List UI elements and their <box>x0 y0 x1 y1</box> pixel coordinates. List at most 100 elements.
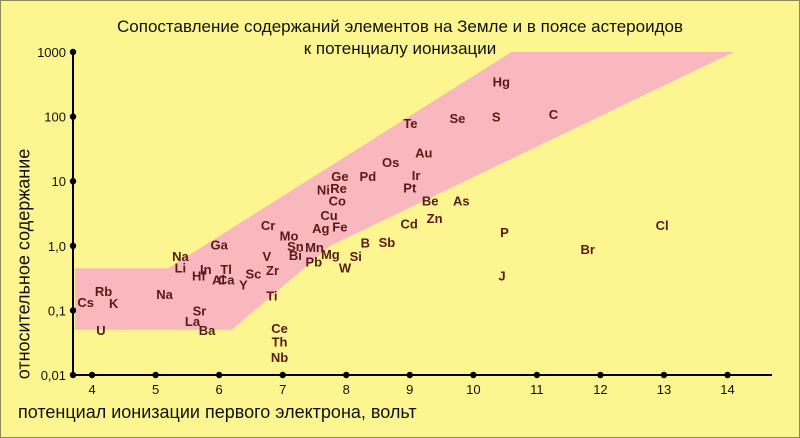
element-sr-label: Sr <box>193 303 207 318</box>
element-ca-label: Ca <box>218 273 235 288</box>
x-tick-label: 14 <box>720 382 734 397</box>
x-ticks: 4 5 6 7 8 9 10 11 12 13 14 <box>88 371 735 397</box>
x-tick-label: 5 <box>152 382 159 397</box>
y-tick-label: 0,01 <box>41 368 66 383</box>
element-sb-label: Sb <box>379 235 396 250</box>
element-na-label: Na <box>172 249 189 264</box>
element-ce-label: Ce <box>271 321 288 336</box>
element-bi-label: Bi <box>289 248 302 263</box>
element-pb-label: Pb <box>306 255 323 270</box>
x-tick-dot <box>152 371 159 379</box>
element-th-label: Th <box>272 335 288 350</box>
element-ag-label: Ag <box>312 221 329 236</box>
element-mn-label: Mn <box>305 240 324 255</box>
y-tick-dot <box>69 113 77 120</box>
element-al-label: Al <box>212 273 225 288</box>
element-b-label: B <box>361 236 370 251</box>
x-tick-label: 6 <box>216 382 223 397</box>
y-ticks: 0,01 0,1 1,0 10 100 1000 <box>37 45 77 383</box>
element-sc-label: Sc <box>246 267 262 282</box>
element-pt-label: Pt <box>403 180 417 195</box>
x-tick-dot <box>88 371 96 379</box>
element-mo-label: Mo <box>280 228 299 243</box>
element-si-label: Si <box>350 249 362 264</box>
element-au-label: Au <box>415 145 432 160</box>
y-tick-label: 0,1 <box>48 303 66 318</box>
y-tick-dot <box>69 48 77 56</box>
element-p-label: P <box>500 225 509 240</box>
x-tick-dot <box>343 371 350 379</box>
x-tick-label: 10 <box>466 382 480 397</box>
y-axis-label: относительное содержание <box>13 148 34 380</box>
element-nb-label: Nb <box>271 350 288 365</box>
element-y-label: Y <box>239 278 248 293</box>
x-tick-dot <box>279 371 286 379</box>
element-w-label: W <box>339 261 352 276</box>
element-fe-label: Fe <box>332 219 347 234</box>
x-tick-label: 9 <box>406 382 413 397</box>
element-pd-label: Pd <box>360 169 377 184</box>
element-k-label: K <box>109 296 119 311</box>
y-tick-label: 100 <box>44 110 66 125</box>
x-axis-label: потенциал ионизации первого электрона, в… <box>18 402 417 422</box>
y-tick-label: 1,0 <box>48 239 66 254</box>
x-tick-label: 7 <box>279 382 286 397</box>
x-tick-dot <box>406 371 413 379</box>
element-u-label: U <box>96 323 105 338</box>
element-ir-label: Ir <box>412 168 421 183</box>
element-br-label: Br <box>580 242 594 257</box>
element-na-label: Na <box>156 287 173 302</box>
element-sn-label: Sn <box>287 239 304 254</box>
element-re-label: Re <box>330 181 347 196</box>
element-ni-label: Ni <box>317 182 330 197</box>
element-os-label: Os <box>382 155 399 170</box>
element-ga-label: Ga <box>210 237 228 252</box>
x-tick-label: 8 <box>343 382 350 397</box>
x-tick-dot <box>470 371 477 379</box>
element-be-label: Be <box>422 194 439 209</box>
abundance-band <box>74 52 734 330</box>
y-tick-label: 10 <box>52 174 66 189</box>
element-li-label: Li <box>175 261 187 276</box>
y-tick-dot <box>69 242 77 249</box>
element-ti-label: Ti <box>266 289 277 304</box>
element-s-label: S <box>492 110 501 125</box>
element-se-label: Se <box>449 111 465 126</box>
y-tick-dot <box>69 178 77 185</box>
x-tick-dot <box>533 371 541 379</box>
x-tick-dot <box>215 371 223 379</box>
chart-title-line-1: Сопоставление содержаний элементов на Зе… <box>117 17 683 36</box>
element-cl-label: Cl <box>656 218 669 233</box>
element-te-label: Te <box>403 116 417 131</box>
element-cu-label: Cu <box>320 208 337 223</box>
x-tick-label: 11 <box>530 382 544 397</box>
element-ba-label: Ba <box>199 323 216 338</box>
element-c-label: C <box>549 107 559 122</box>
element-as-label: As <box>453 194 470 209</box>
x-tick-dot <box>597 371 604 379</box>
y-tick-label: 1000 <box>37 45 66 60</box>
x-tick-label: 4 <box>88 382 95 397</box>
x-tick-label: 13 <box>657 382 671 397</box>
element-ge-label: Ge <box>331 169 348 184</box>
element-mg-label: Mg <box>321 247 340 262</box>
x-tick-dot <box>724 371 731 379</box>
element-cd-label: Cd <box>400 217 417 232</box>
element-hf-label: Hf <box>192 268 206 283</box>
element-zr-label: Zr <box>266 263 279 278</box>
element-hg-label: Hg <box>493 74 510 89</box>
element-cr-label: Cr <box>261 218 275 233</box>
element-co-label: Co <box>329 194 346 209</box>
x-tick-dot <box>660 371 668 379</box>
element-zn-label: Zn <box>427 211 443 226</box>
element-la-label: La <box>185 314 201 329</box>
element-in-label: In <box>200 262 212 277</box>
element-j-label: J <box>498 268 505 283</box>
chart-title-line-2: к потенциалу ионизации <box>303 39 497 58</box>
y-tick-dot <box>69 307 77 314</box>
element-rb-label: Rb <box>95 284 112 299</box>
element-v-label: V <box>262 249 271 264</box>
element-cs-label: Cs <box>77 295 94 310</box>
